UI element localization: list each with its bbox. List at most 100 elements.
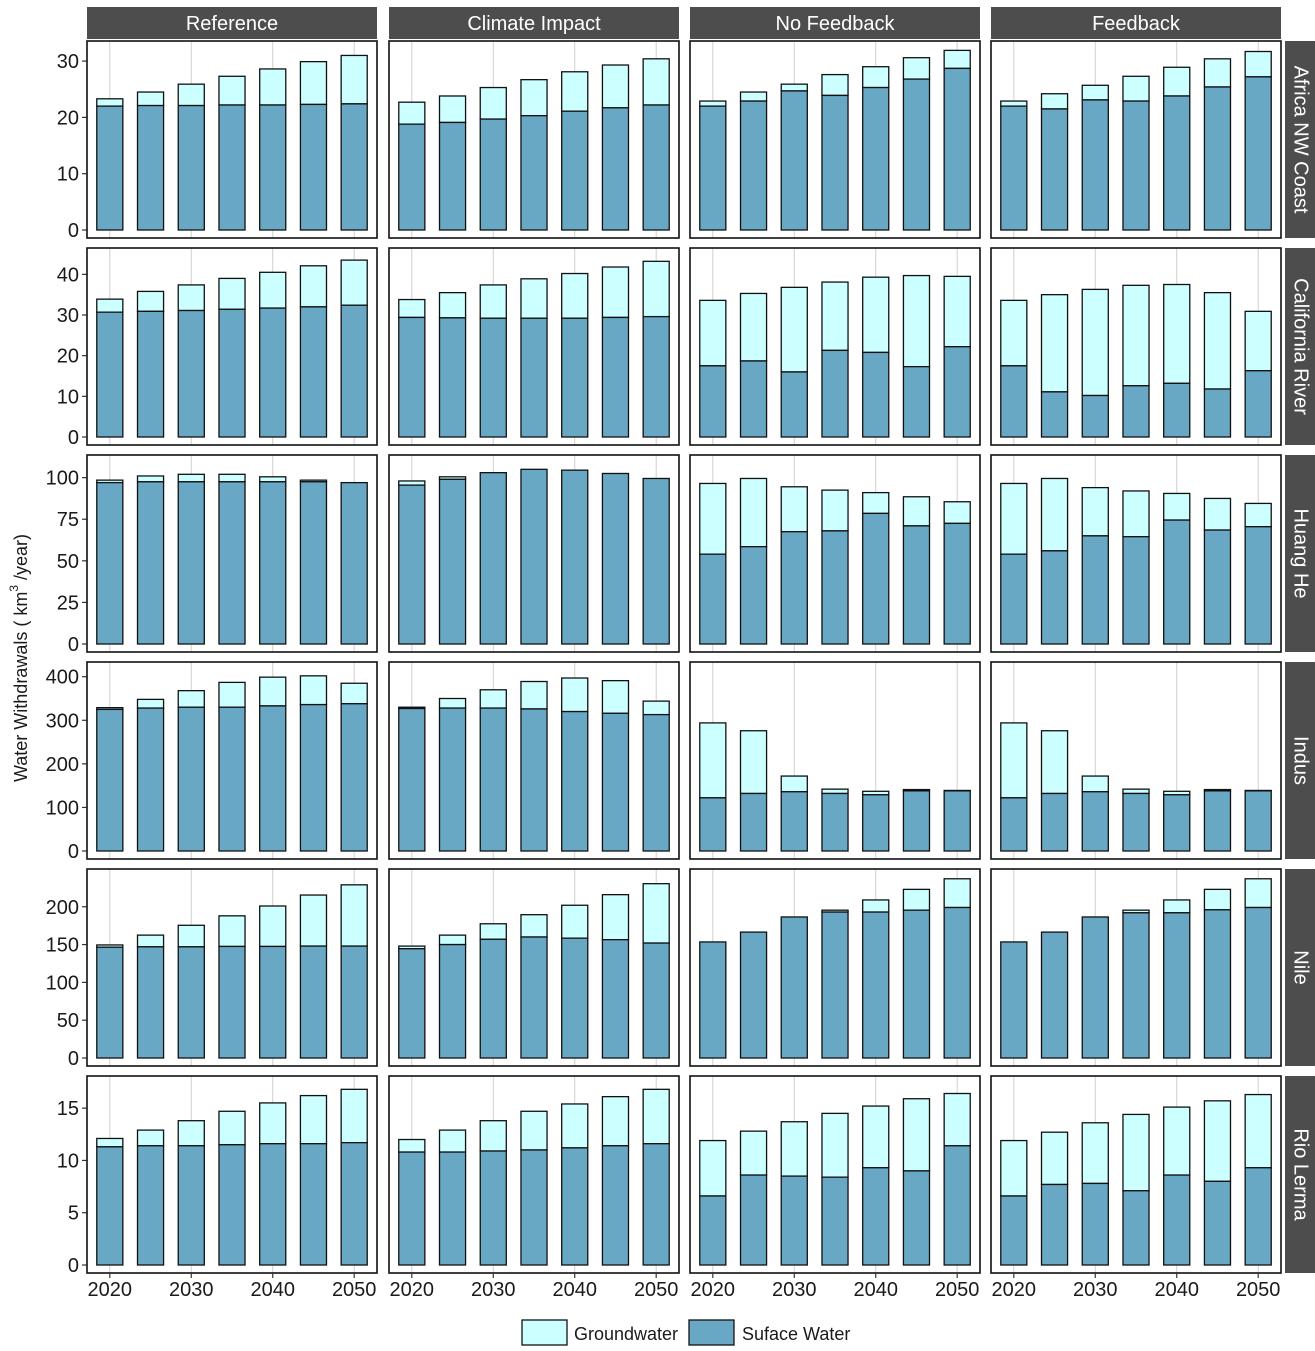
bar-groundwater bbox=[1204, 498, 1230, 530]
bar-surface-water bbox=[602, 108, 628, 230]
bar-surface-water bbox=[300, 1144, 326, 1265]
bar-groundwater bbox=[903, 58, 929, 79]
bar-groundwater bbox=[97, 299, 123, 312]
bar-surface-water bbox=[1042, 932, 1068, 1058]
bar-groundwater bbox=[138, 476, 164, 482]
bar-surface-water bbox=[944, 523, 970, 644]
x-tick-label: 2040 bbox=[853, 1279, 898, 1301]
x-tick-label: 2020 bbox=[390, 1279, 435, 1301]
x-tick-label: 2050 bbox=[332, 1279, 377, 1301]
bar-groundwater bbox=[138, 699, 164, 708]
y-tick-label: 400 bbox=[46, 667, 79, 689]
bar-groundwater bbox=[521, 1111, 547, 1150]
panel bbox=[690, 1076, 980, 1273]
bar-groundwater bbox=[643, 59, 669, 105]
bar-groundwater bbox=[700, 101, 726, 106]
bar-surface-water bbox=[1001, 366, 1027, 437]
y-tick-label: 5 bbox=[68, 1203, 79, 1225]
bar-surface-water bbox=[440, 1152, 466, 1265]
bar-groundwater bbox=[602, 1097, 628, 1146]
bar-groundwater bbox=[219, 76, 245, 105]
bar-groundwater bbox=[219, 1111, 245, 1144]
bar-surface-water bbox=[260, 482, 286, 644]
bar-groundwater bbox=[219, 474, 245, 481]
bar-groundwater bbox=[1204, 293, 1230, 389]
bar-surface-water bbox=[1082, 536, 1108, 644]
bar-surface-water bbox=[1245, 527, 1271, 644]
x-tick-label: 2030 bbox=[1073, 1279, 1118, 1301]
bar-groundwater bbox=[1001, 101, 1027, 106]
bar-surface-water bbox=[1042, 392, 1068, 437]
bar-groundwater bbox=[300, 676, 326, 705]
bar-surface-water bbox=[97, 1147, 123, 1265]
y-tick-label: 10 bbox=[57, 1150, 79, 1172]
bar-surface-water bbox=[1001, 554, 1027, 644]
y-tick-label: 75 bbox=[57, 509, 79, 531]
bar-groundwater bbox=[1082, 776, 1108, 792]
bar-surface-water bbox=[643, 715, 669, 851]
bar-surface-water bbox=[781, 792, 807, 851]
bar-surface-water bbox=[1042, 1184, 1068, 1265]
bar-groundwater bbox=[1164, 900, 1190, 913]
bar-groundwater bbox=[219, 916, 245, 947]
bar-surface-water bbox=[1001, 798, 1027, 851]
bar-groundwater bbox=[643, 701, 669, 715]
bar-groundwater bbox=[643, 261, 669, 316]
x-tick-label: 2040 bbox=[250, 1279, 295, 1301]
y-tick-label: 50 bbox=[57, 551, 79, 573]
bar-groundwater bbox=[1123, 789, 1149, 793]
bar-groundwater bbox=[521, 80, 547, 116]
bar-groundwater bbox=[440, 699, 466, 709]
bar-surface-water bbox=[1164, 520, 1190, 644]
bar-groundwater bbox=[781, 487, 807, 532]
bar-surface-water bbox=[1164, 795, 1190, 851]
bar-surface-water bbox=[822, 531, 848, 644]
y-tick-label: 100 bbox=[46, 972, 79, 994]
legend-label: Suface Water bbox=[742, 1324, 850, 1344]
panel bbox=[389, 662, 679, 859]
bar-surface-water bbox=[903, 910, 929, 1058]
bar-surface-water bbox=[399, 485, 425, 644]
bar-groundwater bbox=[1001, 483, 1027, 554]
bar-surface-water bbox=[521, 937, 547, 1058]
y-tick-label: 0 bbox=[68, 841, 79, 863]
bar-groundwater bbox=[480, 88, 506, 120]
bar-surface-water bbox=[219, 309, 245, 437]
y-tick-label: 0 bbox=[68, 634, 79, 656]
bar-groundwater bbox=[178, 925, 204, 947]
bar-surface-water bbox=[399, 317, 425, 437]
bar-surface-water bbox=[521, 318, 547, 437]
bar-surface-water bbox=[643, 317, 669, 437]
panel bbox=[991, 662, 1281, 859]
panel bbox=[87, 1076, 377, 1273]
bar-groundwater bbox=[219, 682, 245, 707]
panel bbox=[389, 455, 679, 652]
y-tick-label: 10 bbox=[57, 164, 79, 186]
bar-surface-water bbox=[178, 947, 204, 1058]
bar-surface-water bbox=[944, 791, 970, 851]
x-tick-label: 2050 bbox=[1236, 1279, 1281, 1301]
y-tick-label: 30 bbox=[57, 305, 79, 327]
bar-groundwater bbox=[1245, 52, 1271, 77]
bar-groundwater bbox=[781, 84, 807, 91]
bar-groundwater bbox=[863, 493, 889, 514]
bar-surface-water bbox=[440, 708, 466, 851]
bar-surface-water bbox=[1082, 396, 1108, 437]
bar-groundwater bbox=[341, 1089, 367, 1142]
bar-surface-water bbox=[700, 554, 726, 644]
bar-surface-water bbox=[300, 946, 326, 1058]
bar-groundwater bbox=[440, 935, 466, 944]
bar-surface-water bbox=[1204, 791, 1230, 851]
bar-groundwater bbox=[178, 285, 204, 311]
bar-surface-water bbox=[97, 709, 123, 851]
bar-groundwater bbox=[643, 1089, 669, 1143]
y-axis-title-text: Water Withdrawals ( km bbox=[11, 592, 31, 782]
bar-surface-water bbox=[562, 111, 588, 230]
bar-groundwater bbox=[1164, 493, 1190, 520]
bar-surface-water bbox=[138, 1146, 164, 1265]
bar-groundwater bbox=[863, 277, 889, 352]
bar-groundwater bbox=[260, 477, 286, 482]
bar-surface-water bbox=[1204, 1181, 1230, 1265]
bar-groundwater bbox=[562, 274, 588, 319]
